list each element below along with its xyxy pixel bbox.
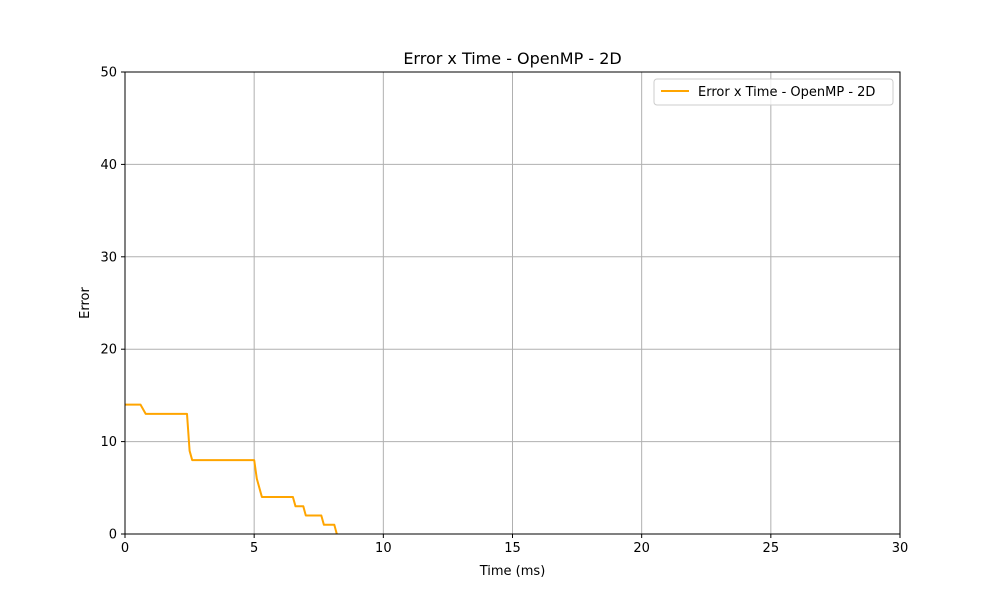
x-tick-label: 20 — [633, 541, 650, 556]
y-axis-label: Error — [78, 287, 93, 319]
y-tick-label: 10 — [100, 435, 117, 450]
y-tick-label: 50 — [100, 66, 117, 81]
legend: Error x Time - OpenMP - 2D — [653, 78, 894, 106]
chart-title: Error x Time - OpenMP - 2D — [403, 49, 621, 68]
legend-box — [653, 78, 894, 106]
x-tick-label: 10 — [375, 541, 392, 556]
y-tick-label: 40 — [100, 158, 117, 173]
legend-label: Error x Time - OpenMP - 2D — [698, 85, 875, 100]
x-tick-label: 0 — [121, 541, 129, 556]
x-tick-label: 25 — [763, 541, 780, 556]
series-line — [125, 403, 338, 535]
ticks: 0 5 10 15 20 25 30 0 10 20 30 40 50 — [100, 66, 908, 557]
y-tick-label: 30 — [100, 250, 117, 265]
x-tick-label: 5 — [250, 541, 258, 556]
x-tick-label: 30 — [892, 541, 909, 556]
y-tick-label: 20 — [100, 343, 117, 358]
x-axis-label: Time (ms) — [479, 564, 546, 579]
x-tick-label: 15 — [504, 541, 521, 556]
y-tick-label: 0 — [109, 528, 117, 543]
plot-lines — [125, 403, 338, 535]
